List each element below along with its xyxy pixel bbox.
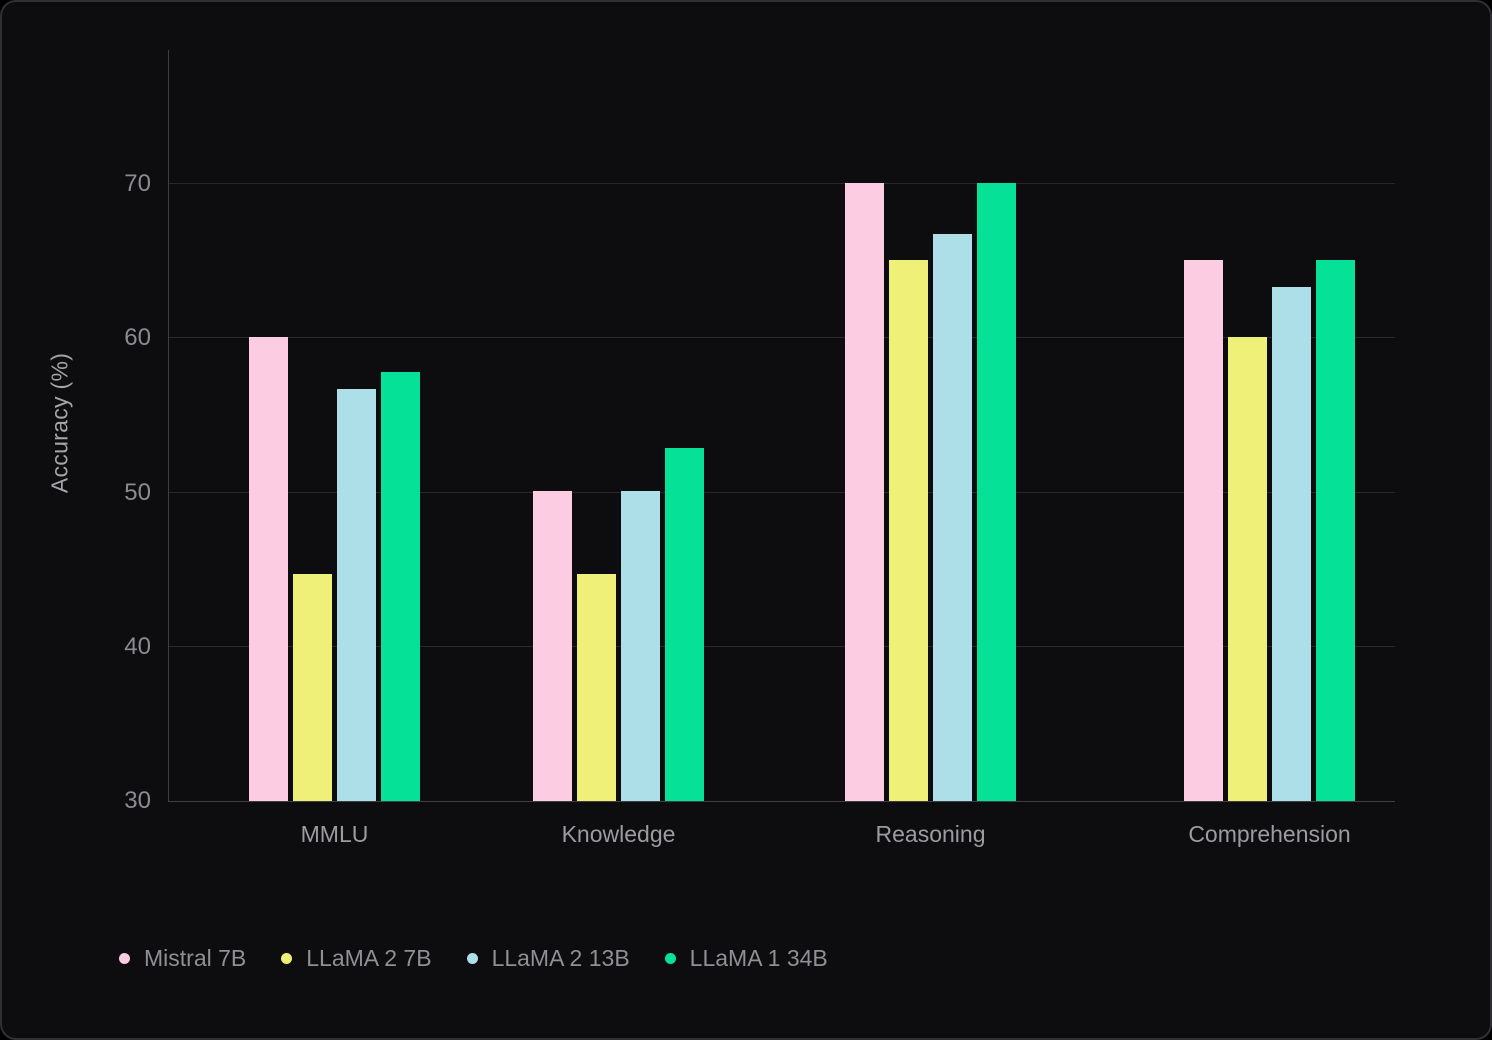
bar-llama-2-7b-mmlu <box>293 574 332 801</box>
y-tick-label-40: 40 <box>124 632 151 660</box>
legend-label-llama-1-34b: LLaMA 1 34B <box>689 944 828 971</box>
bar-llama-1-34b-mmlu <box>381 372 420 801</box>
legend-label-mistral-7b: Mistral 7B <box>144 944 247 971</box>
x-axis-label-knowledge: Knowledge <box>561 821 676 847</box>
legend-item-llama-1-34b[interactable]: LLaMA 1 34B <box>664 944 828 972</box>
legend-item-mistral-7b[interactable]: Mistral 7B <box>119 945 246 972</box>
bar-group-mmlu: MMLU <box>249 50 420 847</box>
legend-dot-llama-2-7b <box>281 952 293 964</box>
bar-mistral-7b-reasoning <box>845 182 884 801</box>
gridline-60 <box>169 337 1395 339</box>
bar-mistral-7b-mmlu <box>249 336 288 801</box>
x-axis-label-reasoning: Reasoning <box>875 821 986 847</box>
legend-item-llama-2-7b[interactable]: LLaMA 2 7B <box>281 944 432 972</box>
bar-llama-2-13b-comprehension <box>1272 287 1311 801</box>
bar-group-comprehension: Comprehension <box>1184 50 1355 847</box>
gridline-40 <box>169 645 1395 647</box>
legend-dot-llama-2-13b <box>466 952 478 964</box>
bar-llama-2-7b-reasoning <box>889 259 928 801</box>
bar-group-knowledge: Knowledge <box>533 50 704 847</box>
y-tick-label-50: 50 <box>124 478 151 506</box>
legend-item-llama-2-13b[interactable]: LLaMA 2 13B <box>466 944 630 972</box>
legend-label-llama-2-7b: LLaMA 2 7B <box>306 944 432 971</box>
x-axis-label-mmlu: MMLU <box>300 821 369 847</box>
plot-area: 30 40 50 60 70 MMLU Knowledge Reasoning Compreh… <box>124 50 1395 847</box>
bar-llama-2-7b-knowledge <box>577 574 616 801</box>
bar-llama-1-34b-knowledge <box>665 447 704 801</box>
x-axis-label-comprehension: Comprehension <box>1188 821 1351 847</box>
y-tick-label-60: 60 <box>124 324 151 352</box>
bar-llama-2-13b-mmlu <box>337 389 376 801</box>
bar-llama-1-34b-comprehension <box>1316 259 1355 801</box>
bar-llama-2-13b-reasoning <box>933 233 972 801</box>
y-tick-label-30: 30 <box>124 787 151 814</box>
y-tick-label-70: 70 <box>124 170 151 198</box>
gridline-70 <box>169 183 1395 185</box>
y-axis-title: Accuracy (%) <box>46 352 73 494</box>
gridline-50 <box>169 491 1395 493</box>
bar-mistral-7b-knowledge <box>533 491 572 801</box>
bar-group-reasoning: Reasoning <box>845 50 1016 847</box>
legend-dot-llama-1-34b <box>664 952 676 964</box>
bar-llama-2-13b-knowledge <box>621 491 660 801</box>
bar-llama-2-7b-comprehension <box>1228 336 1267 801</box>
legend: Mistral 7B LLaMA 2 7B LLaMA 2 13B LLaMA 1 3… <box>119 945 828 971</box>
legend-label-llama-2-13b: LLaMA 2 13B <box>491 944 630 971</box>
legend-dot-mistral-7b <box>119 952 130 964</box>
bar-llama-1-34b-reasoning <box>977 182 1016 801</box>
bar-mistral-7b-comprehension <box>1184 259 1223 801</box>
